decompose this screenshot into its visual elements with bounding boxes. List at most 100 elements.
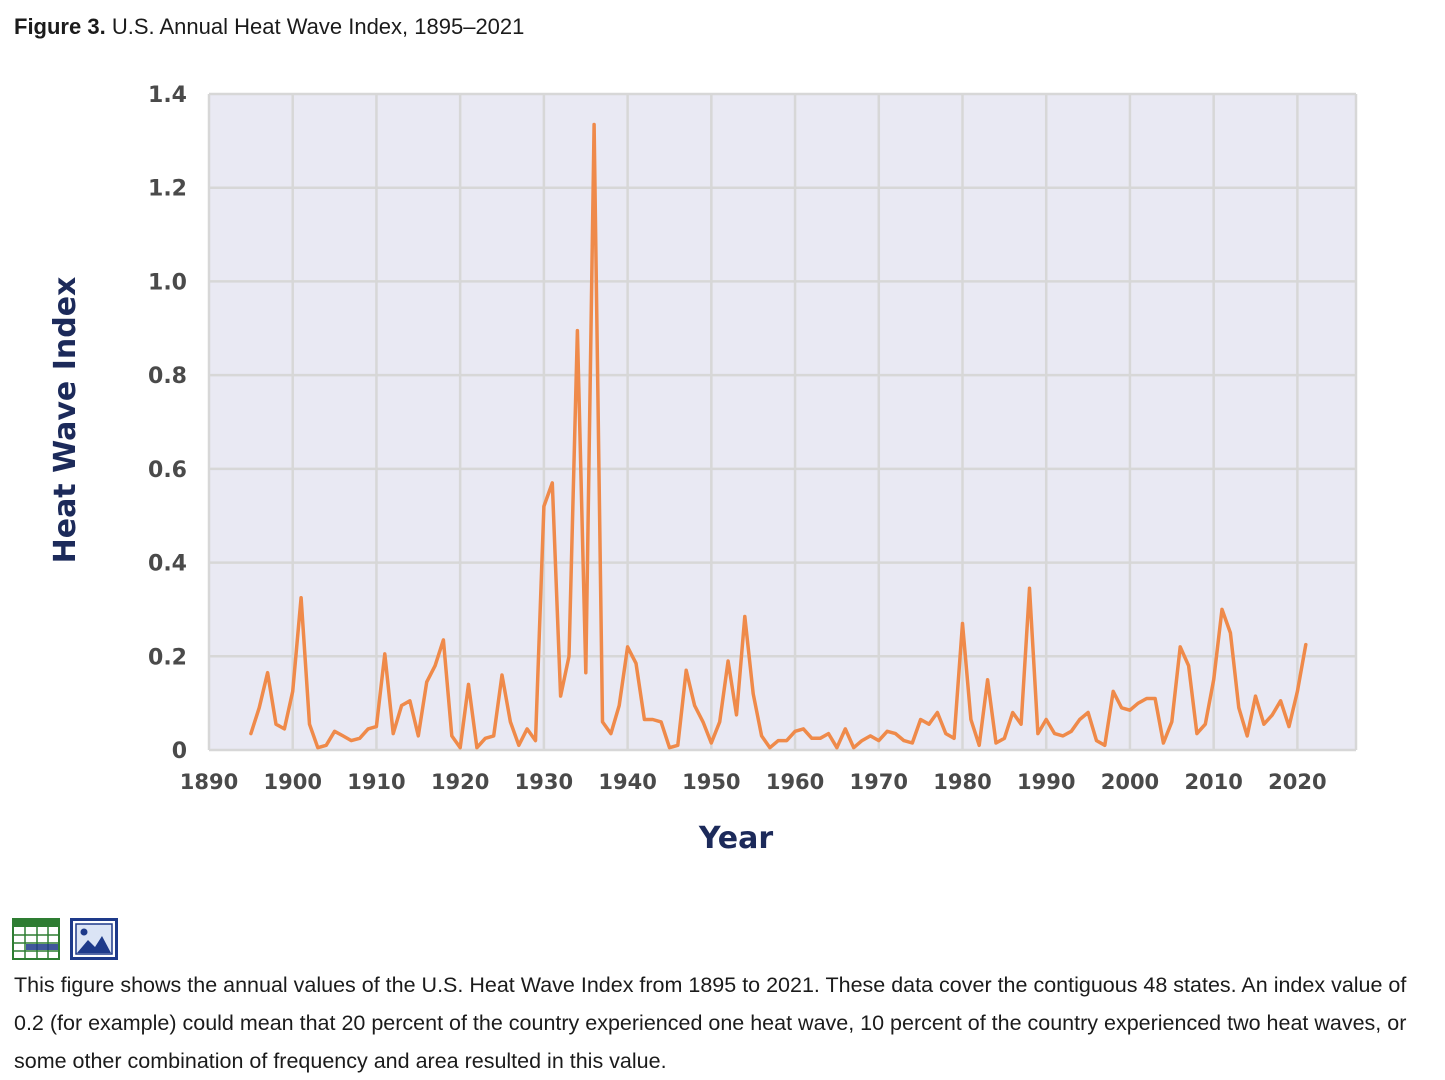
data-point	[626, 645, 629, 649]
data-point	[1003, 737, 1006, 740]
data-point	[1078, 718, 1081, 721]
figure-caption: This figure shows the annual values of t…	[14, 973, 1407, 1073]
data-point	[844, 727, 847, 731]
series-layer	[249, 122, 1308, 750]
x-tick-label: 1990	[1017, 770, 1075, 794]
data-point	[266, 671, 269, 674]
data-point	[1178, 645, 1182, 649]
data-point	[375, 725, 378, 728]
x-tick-label: 1910	[347, 770, 405, 794]
data-table-icon[interactable]	[12, 918, 60, 960]
x-tick-label: 1960	[766, 770, 824, 794]
data-point	[517, 744, 520, 747]
data-point	[693, 704, 696, 707]
data-point	[952, 737, 956, 740]
data-point	[827, 732, 830, 735]
data-point	[283, 727, 286, 731]
data-point	[542, 505, 546, 508]
data-point	[325, 744, 328, 747]
data-point	[308, 723, 311, 726]
data-point	[291, 690, 294, 693]
image-icon[interactable]	[70, 918, 118, 960]
data-point	[869, 734, 872, 738]
y-axis-title: Heat Wave Index	[48, 277, 83, 564]
data-point	[1128, 708, 1132, 712]
y-tick-label: 1.4	[148, 83, 187, 108]
data-point	[978, 744, 981, 747]
data-point	[1170, 720, 1174, 724]
data-point	[726, 659, 730, 663]
data-point	[785, 739, 788, 742]
y-tick-label: 0.8	[148, 364, 187, 389]
data-point	[592, 123, 596, 126]
heat-wave-chart: 00.20.40.60.81.01.21.4 1890 1900 1910 1920 1…	[48, 83, 1358, 856]
data-point	[425, 680, 428, 684]
data-point	[760, 734, 763, 738]
data-point	[316, 746, 320, 749]
data-point	[1262, 723, 1266, 726]
data-point	[525, 727, 529, 731]
y-tick-label: 0.4	[148, 552, 187, 577]
x-tick-label: 1920	[431, 770, 489, 794]
x-tick-label: 1970	[850, 770, 908, 794]
data-point	[475, 746, 479, 749]
data-point	[718, 720, 721, 724]
data-point	[969, 718, 973, 721]
data-point	[810, 737, 814, 740]
data-point	[668, 746, 671, 749]
data-point	[651, 718, 654, 721]
data-point	[358, 737, 361, 740]
data-point	[391, 732, 395, 735]
data-point	[534, 739, 537, 742]
data-point	[1137, 701, 1140, 705]
data-point	[576, 329, 579, 332]
data-point	[802, 727, 805, 731]
x-tick-label: 1900	[263, 770, 321, 794]
data-point	[1162, 741, 1165, 745]
data-point	[818, 737, 822, 740]
data-point	[1036, 732, 1040, 735]
figure-title-text: U.S. Annual Heat Wave Index, 1895–2021	[111, 14, 525, 39]
data-point	[1304, 643, 1307, 646]
x-axis-ticks: 1890 1900 1910 1920 1930 1940 1950 1960 1970 1980…	[180, 770, 1327, 794]
figure-tools	[12, 918, 118, 960]
data-point	[885, 730, 889, 733]
data-point	[902, 739, 906, 742]
data-point	[1287, 725, 1291, 728]
data-point	[500, 673, 504, 677]
data-point	[383, 652, 387, 656]
data-point	[919, 718, 922, 721]
data-point	[274, 723, 278, 726]
data-point	[1296, 690, 1299, 693]
data-point	[676, 744, 680, 747]
data-point	[1220, 608, 1224, 611]
data-point	[484, 737, 487, 740]
data-point	[509, 720, 512, 724]
data-point	[333, 730, 336, 733]
data-point	[1028, 587, 1031, 590]
data-point	[1195, 732, 1199, 735]
data-point	[1254, 694, 1257, 698]
data-point	[601, 720, 604, 724]
data-point	[1279, 699, 1282, 702]
x-tick-label: 2020	[1268, 770, 1326, 794]
data-point	[710, 741, 713, 745]
data-point	[1153, 697, 1157, 700]
data-point	[366, 727, 370, 731]
data-point	[1145, 697, 1148, 700]
data-point	[1204, 723, 1207, 726]
data-point	[1229, 631, 1232, 635]
data-point	[793, 730, 797, 733]
data-point	[1070, 730, 1073, 733]
data-point	[400, 704, 403, 707]
data-point	[433, 664, 437, 667]
data-point	[685, 669, 688, 672]
data-point	[567, 655, 571, 658]
data-point	[735, 713, 738, 717]
data-point	[1019, 723, 1023, 726]
data-point	[299, 596, 303, 599]
data-point	[350, 739, 353, 742]
data-point	[643, 718, 646, 721]
data-point	[492, 734, 495, 738]
data-point	[249, 732, 253, 735]
